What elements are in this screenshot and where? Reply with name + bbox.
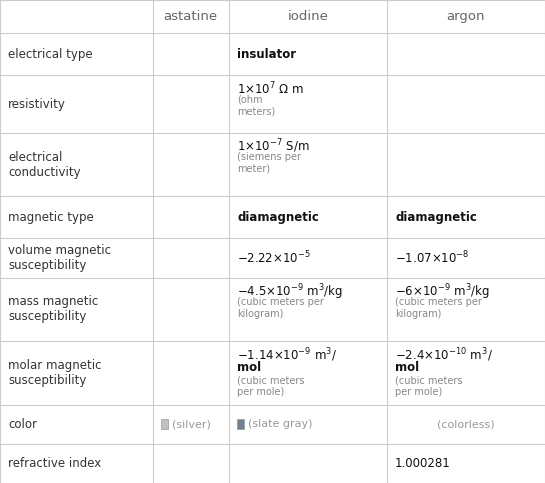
Text: (silver): (silver) xyxy=(172,419,210,429)
Text: −4.5×10$^{-9}$ m$^{3}$/kg: −4.5×10$^{-9}$ m$^{3}$/kg xyxy=(237,283,343,302)
Text: magnetic type: magnetic type xyxy=(8,211,94,224)
Text: molar magnetic
susceptibility: molar magnetic susceptibility xyxy=(8,359,102,387)
Text: −6×10$^{-9}$ m$^{3}$/kg: −6×10$^{-9}$ m$^{3}$/kg xyxy=(395,283,490,302)
Bar xyxy=(237,419,244,429)
Text: 1×10$^{-7}$ S/m: 1×10$^{-7}$ S/m xyxy=(237,138,310,155)
Text: (siemens per
meter): (siemens per meter) xyxy=(237,152,301,174)
Text: (slate gray): (slate gray) xyxy=(248,419,312,429)
Text: astatine: astatine xyxy=(164,10,218,23)
Text: argon: argon xyxy=(447,10,485,23)
Text: mol: mol xyxy=(395,361,419,374)
Text: (cubic meters
per mole): (cubic meters per mole) xyxy=(395,376,463,398)
Text: mol: mol xyxy=(237,361,261,374)
Text: (ohm
meters): (ohm meters) xyxy=(237,95,275,116)
Text: electrical
conductivity: electrical conductivity xyxy=(8,151,81,179)
Text: (colorless): (colorless) xyxy=(437,419,495,429)
Text: 1.000281: 1.000281 xyxy=(395,457,451,470)
Text: −2.4×10$^{-10}$ m$^{3}$/: −2.4×10$^{-10}$ m$^{3}$/ xyxy=(395,346,493,364)
Text: color: color xyxy=(8,418,37,431)
Text: electrical type: electrical type xyxy=(8,48,93,61)
Text: (cubic meters
per mole): (cubic meters per mole) xyxy=(237,376,305,398)
Text: diamagnetic: diamagnetic xyxy=(395,211,477,224)
Text: 1×10$^{7}$ Ω m: 1×10$^{7}$ Ω m xyxy=(237,80,304,97)
Text: refractive index: refractive index xyxy=(8,457,101,470)
Text: volume magnetic
susceptibility: volume magnetic susceptibility xyxy=(8,244,111,272)
Text: diamagnetic: diamagnetic xyxy=(237,211,319,224)
Text: −1.14×10$^{-9}$ m$^{3}$/: −1.14×10$^{-9}$ m$^{3}$/ xyxy=(237,346,337,364)
Text: iodine: iodine xyxy=(288,10,328,23)
Text: (cubic meters per
kilogram): (cubic meters per kilogram) xyxy=(237,297,324,319)
Text: −2.22×10$^{-5}$: −2.22×10$^{-5}$ xyxy=(237,250,311,267)
Text: resistivity: resistivity xyxy=(8,98,66,111)
Text: (cubic meters per
kilogram): (cubic meters per kilogram) xyxy=(395,297,482,319)
Text: mass magnetic
susceptibility: mass magnetic susceptibility xyxy=(8,296,99,324)
Bar xyxy=(161,419,168,429)
Text: insulator: insulator xyxy=(237,48,296,61)
Text: −1.07×10$^{-8}$: −1.07×10$^{-8}$ xyxy=(395,250,470,267)
